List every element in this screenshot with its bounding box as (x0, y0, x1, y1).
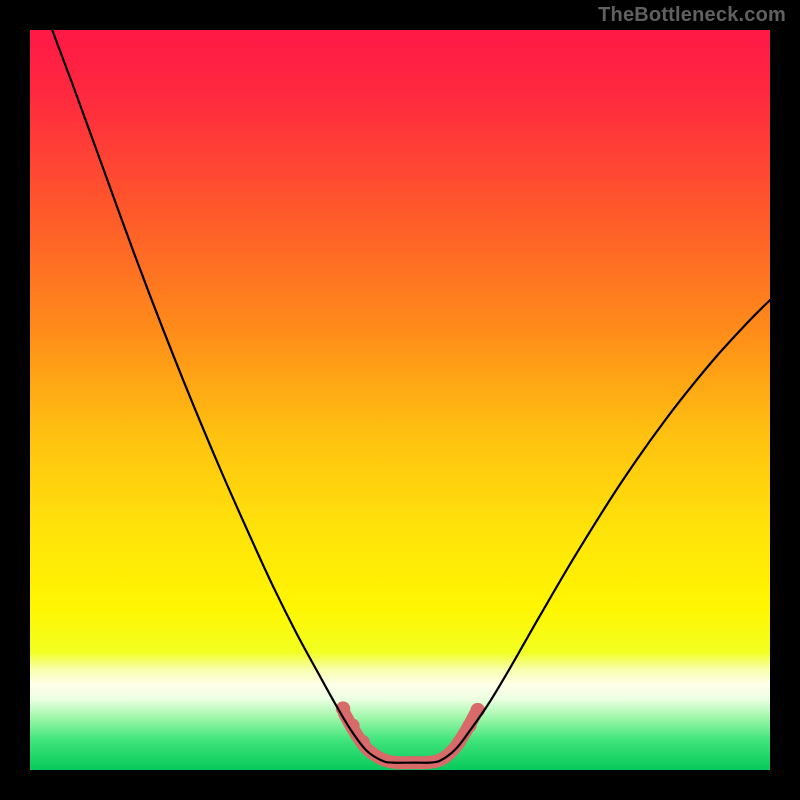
valley-highlight-dot (471, 703, 485, 717)
bottleneck-chart (30, 30, 770, 770)
plot-area (30, 30, 770, 770)
gradient-background (30, 30, 770, 770)
watermark-text: TheBottleneck.com (598, 4, 786, 27)
chart-frame: TheBottleneck.com (0, 0, 800, 800)
